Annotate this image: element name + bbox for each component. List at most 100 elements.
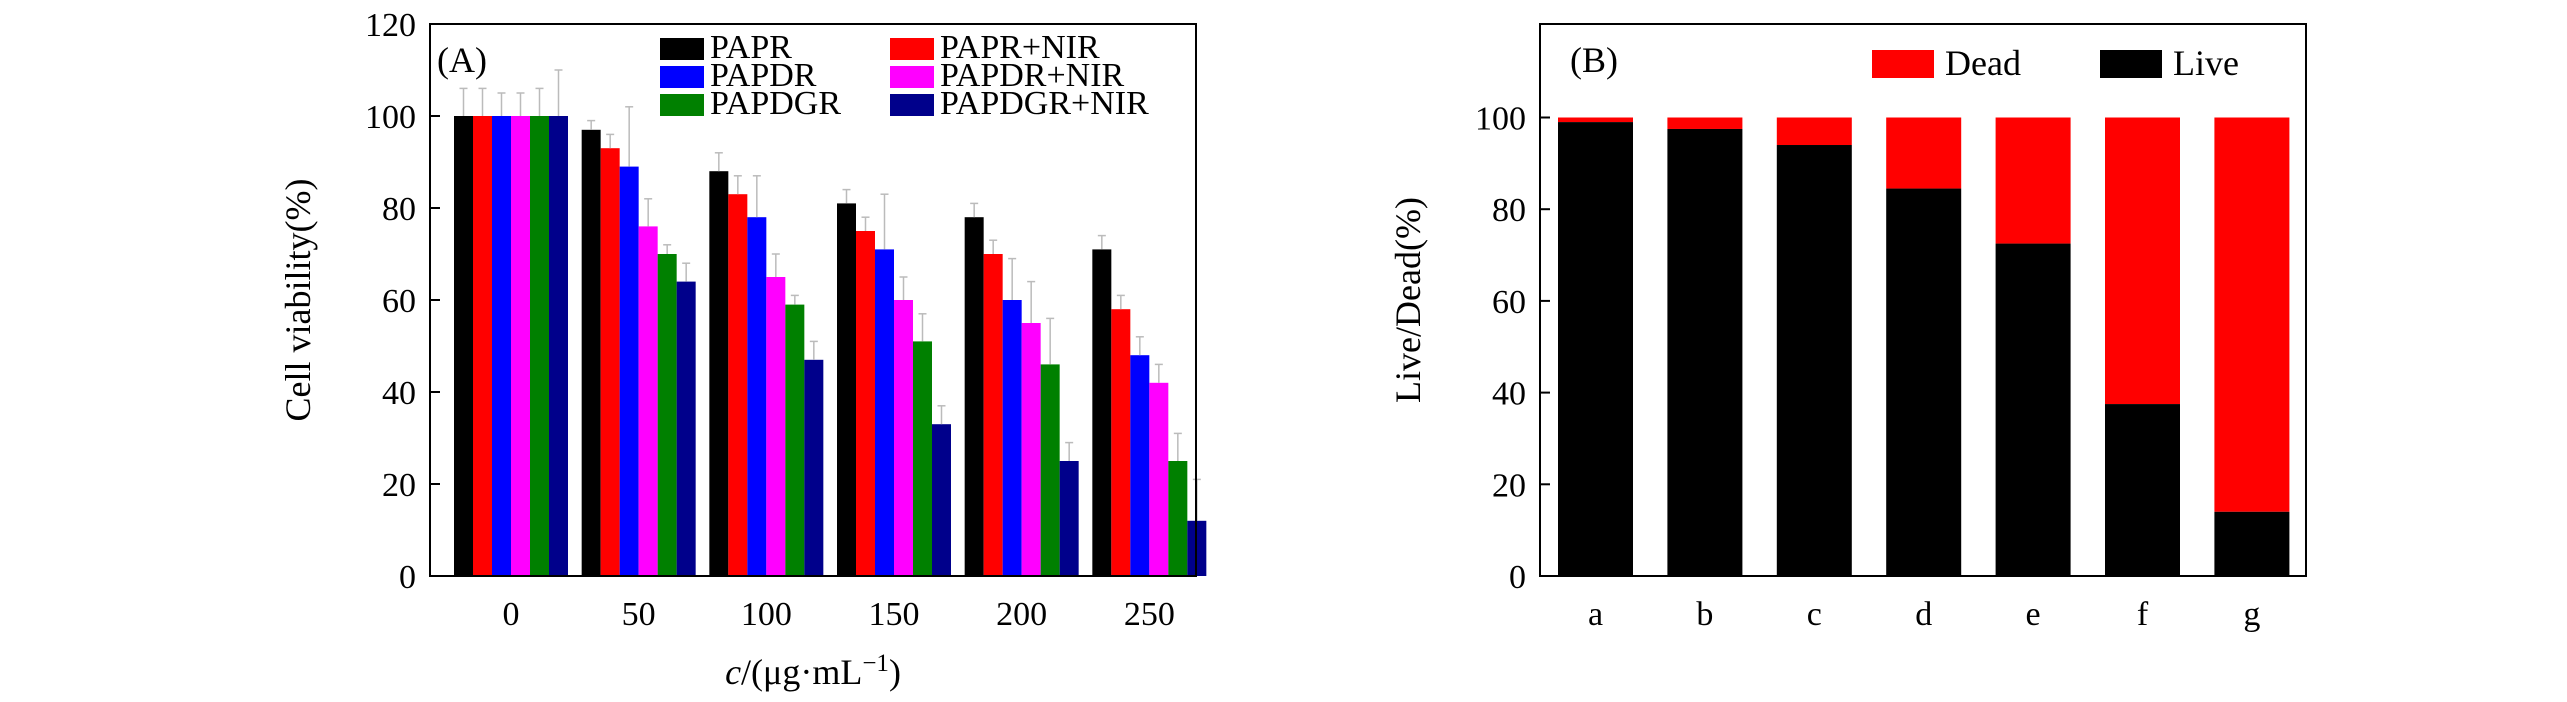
bar-papdgr-150 (913, 341, 932, 576)
bar-papdr-100 (747, 217, 767, 576)
legend-swatch-papdgr-nir (890, 94, 934, 116)
x-tick-label: c (1807, 596, 1822, 633)
x-axis-label-superscript: −1 (862, 650, 889, 677)
bar-live-d (1886, 188, 1962, 576)
bar-dead-e (1995, 117, 2071, 244)
y-tick-label: 20 (382, 467, 416, 504)
x-tick-label: g (2243, 596, 2260, 633)
bar-live-e (1995, 243, 2071, 576)
x-tick-label: 200 (996, 596, 1047, 633)
legend-swatch-live (2100, 50, 2162, 78)
bar-papdgr-200 (1040, 364, 1060, 576)
panel-a-y-axis-label: Cell viability(%) (278, 179, 318, 422)
x-tick-label: 250 (1124, 596, 1175, 633)
legend-swatch-dead (1872, 50, 1934, 78)
x-axis-label-close: ) (889, 652, 901, 692)
bar-dead-b (1667, 117, 1743, 129)
x-tick-label: d (1915, 596, 1932, 633)
bar-papr-nir-150 (856, 231, 875, 576)
x-tick-label: f (2137, 596, 2149, 633)
legend-swatch-papr (660, 38, 704, 60)
legend-label: Dead (1945, 43, 2021, 83)
legend-label: PAPR+NIR (940, 29, 1100, 66)
bar-papr-200 (964, 217, 984, 576)
y-tick-label: 20 (1492, 467, 1526, 504)
panel-a-y-ticks: 0 20 40 60 80 100 120 (365, 7, 440, 596)
panel-b-x-ticks: a b c d e f g (1588, 596, 2260, 633)
legend-swatch-papr-nir (890, 38, 934, 60)
bar-papdgr-50 (657, 254, 677, 576)
x-tick-label: a (1588, 596, 1603, 633)
bar-papdr-150 (875, 249, 894, 576)
panel-a-label: (A) (437, 40, 487, 80)
bar-papdgr-100 (785, 304, 805, 576)
panel-b-legend: Dead Live (1872, 43, 2239, 83)
y-tick-label: 80 (382, 191, 416, 228)
bar-papdr-0 (492, 116, 511, 576)
legend-label: PAPDGR (710, 85, 841, 122)
bar-papdr-50 (619, 166, 639, 576)
panel-a-x-axis-label: c/(μg·mL−1) (725, 650, 901, 692)
legend-label: PAPDR+NIR (940, 57, 1125, 94)
bar-dead-c (1776, 117, 1852, 146)
y-tick-label: 0 (1509, 559, 1526, 596)
bar-papdr-250 (1130, 355, 1150, 576)
legend-swatch-papdr-nir (890, 66, 934, 88)
bar-dead-d (1886, 117, 1962, 189)
y-tick-label: 120 (365, 7, 416, 44)
bar-live-f (2105, 404, 2180, 576)
y-tick-label: 60 (382, 283, 416, 320)
bar-papr-nir-200 (983, 254, 1003, 576)
bar-papdr-nir-250 (1149, 382, 1169, 576)
bar-papdgr-nir-200 (1059, 461, 1079, 576)
panel-b: 0 20 40 60 80 100 a b c d e f g (B) Live/Dead(%) De… (1388, 23, 2307, 633)
bar-papdgr-nir-0 (549, 116, 568, 576)
bar-papr-250 (1092, 249, 1112, 576)
bar-papdr-200 (1002, 300, 1022, 576)
bar-papdr-nir-0 (511, 116, 530, 576)
panel-b-y-axis-label: Live/Dead(%) (1388, 197, 1428, 403)
y-tick-label: 100 (1475, 101, 1526, 138)
bar-dead-g (2214, 117, 2290, 512)
bar-papdgr-nir-150 (932, 424, 951, 576)
y-tick-label: 0 (399, 559, 416, 596)
bar-papdgr-250 (1168, 461, 1188, 576)
bar-papdr-nir-200 (1021, 323, 1041, 576)
legend-swatch-papdr (660, 66, 704, 88)
x-tick-label: 50 (622, 596, 656, 633)
panel-b-bars (1558, 117, 2290, 577)
x-tick-label: 150 (869, 596, 920, 633)
bar-papr-0 (454, 116, 473, 576)
bar-papr-nir-50 (600, 148, 620, 576)
panel-b-label: (B) (1570, 40, 1618, 80)
legend-swatch-papdgr (660, 94, 704, 116)
panel-a-bars (454, 116, 1207, 577)
y-tick-label: 40 (1492, 376, 1526, 413)
bar-papdgr-nir-100 (804, 359, 824, 576)
bar-dead-a (1558, 117, 1633, 123)
bar-live-c (1776, 145, 1852, 576)
y-tick-label: 80 (1492, 192, 1526, 229)
x-axis-label-unit: /(μg·mL (741, 652, 862, 692)
panel-a-x-ticks: 0 50 100 150 200 250 (503, 596, 1175, 633)
bar-papdr-nir-150 (894, 300, 913, 576)
bar-papr-nir-250 (1111, 309, 1131, 576)
x-tick-label: b (1696, 596, 1713, 633)
y-tick-label: 40 (382, 375, 416, 412)
x-axis-label-variable: c (725, 652, 741, 692)
x-tick-label: e (2026, 596, 2041, 633)
legend-label: PAPDR (710, 57, 817, 94)
bar-papdgr-nir-50 (676, 281, 696, 576)
legend-label: Live (2173, 43, 2239, 83)
y-tick-label: 60 (1492, 284, 1526, 321)
bar-papr-100 (709, 171, 729, 576)
bar-papr-nir-100 (728, 194, 748, 576)
x-tick-label: 100 (741, 596, 792, 633)
panel-a: 0 20 40 60 80 100 120 0 50 100 150 200 250 (A) Cell… (278, 7, 1207, 692)
y-tick-label: 100 (365, 99, 416, 136)
bar-papdr-nir-50 (638, 226, 658, 576)
bar-papr-50 (581, 129, 601, 577)
bar-papr-150 (837, 203, 856, 576)
panel-a-error-bars (459, 69, 1201, 521)
